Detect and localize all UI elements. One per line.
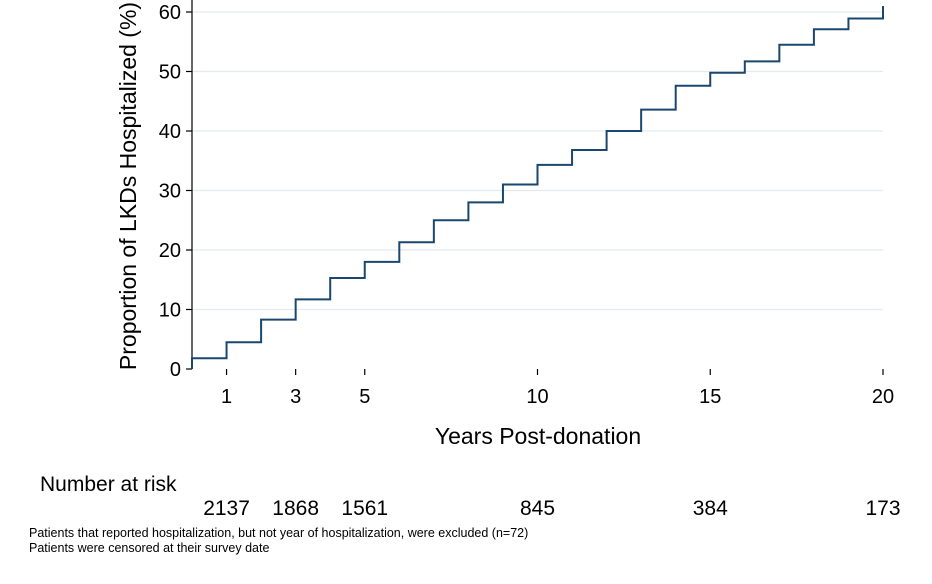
risk-count: 2137 [203, 497, 250, 520]
y-tick-label: 20 [159, 240, 181, 262]
y-tick-label: 10 [159, 300, 181, 322]
risk-count: 173 [865, 497, 901, 520]
x-tick-label: 20 [872, 386, 894, 408]
y-tick-label: 50 [159, 62, 181, 84]
y-tick-label: 40 [159, 121, 181, 143]
footnote-censoring: Patients were censored at their survey d… [29, 541, 270, 555]
x-tick-label: 3 [290, 386, 301, 408]
x-ticks: 1 3 5 10 15 20 [221, 369, 894, 408]
y-ticks: 0 10 20 30 40 50 60 [159, 2, 192, 381]
hospitalization-curve [191, 6, 884, 369]
risk-table-title: Number at risk [40, 473, 177, 496]
x-tick-label: 15 [699, 386, 721, 408]
x-tick-label: 10 [526, 386, 548, 408]
x-tick-label: 1 [221, 386, 232, 408]
y-tick-label: 60 [159, 2, 181, 24]
x-axis-title: Years Post-donation [435, 423, 641, 449]
y-tick-label: 30 [159, 181, 181, 203]
y-tick-label: 0 [170, 359, 181, 381]
x-tick-label: 5 [359, 386, 370, 408]
risk-count: 845 [519, 497, 556, 520]
risk-count: 1868 [272, 497, 319, 520]
footnote-exclusion: Patients that reported hospitalization, … [29, 526, 529, 540]
risk-count: 384 [692, 497, 728, 520]
y-axis-title: Proportion of LKDs Hospitalized (%) [115, 2, 141, 370]
risk-count: 1561 [341, 497, 389, 520]
gridlines [192, 11, 883, 311]
